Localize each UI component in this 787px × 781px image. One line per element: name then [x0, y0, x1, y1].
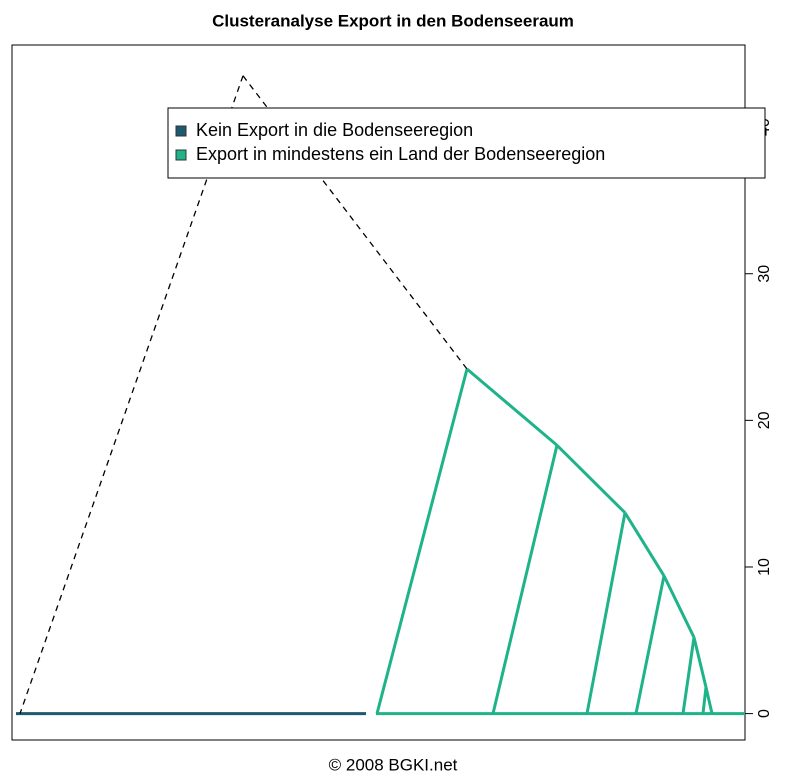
- dendrogram-branch: [681, 637, 696, 714]
- dendrogram-branch: [491, 444, 559, 714]
- legend-swatch: [175, 125, 187, 137]
- dendrogram-branch: [19, 75, 244, 714]
- y-tick-label: 20: [756, 411, 773, 429]
- dendrogram-branch: [704, 686, 714, 714]
- dendrogram-branch: [585, 512, 627, 714]
- dendrogram-branch: [555, 444, 627, 514]
- y-tick-label: 10: [756, 558, 773, 576]
- legend-swatch: [175, 149, 187, 161]
- dendrogram-branch: [634, 575, 666, 714]
- legend-label: Export in mindestens ein Land der Bodens…: [196, 144, 605, 164]
- dendrogram-branch: [662, 575, 696, 639]
- chart-title: Clusteranalyse Export in den Bodenseerau…: [212, 11, 574, 30]
- y-tick-label: 30: [756, 265, 773, 283]
- dendrogram-branch: [375, 368, 469, 714]
- legend-box: [167, 107, 766, 179]
- dendrogram-branch: [466, 367, 558, 447]
- dendrogram-branch: [692, 637, 708, 688]
- caption: © 2008 BGKI.net: [329, 755, 458, 774]
- plot-frame: [11, 44, 746, 741]
- legend-label: Kein Export in die Bodenseeregion: [196, 120, 473, 140]
- dendrogram-branch: [623, 511, 666, 577]
- y-tick-label: 0: [756, 709, 773, 718]
